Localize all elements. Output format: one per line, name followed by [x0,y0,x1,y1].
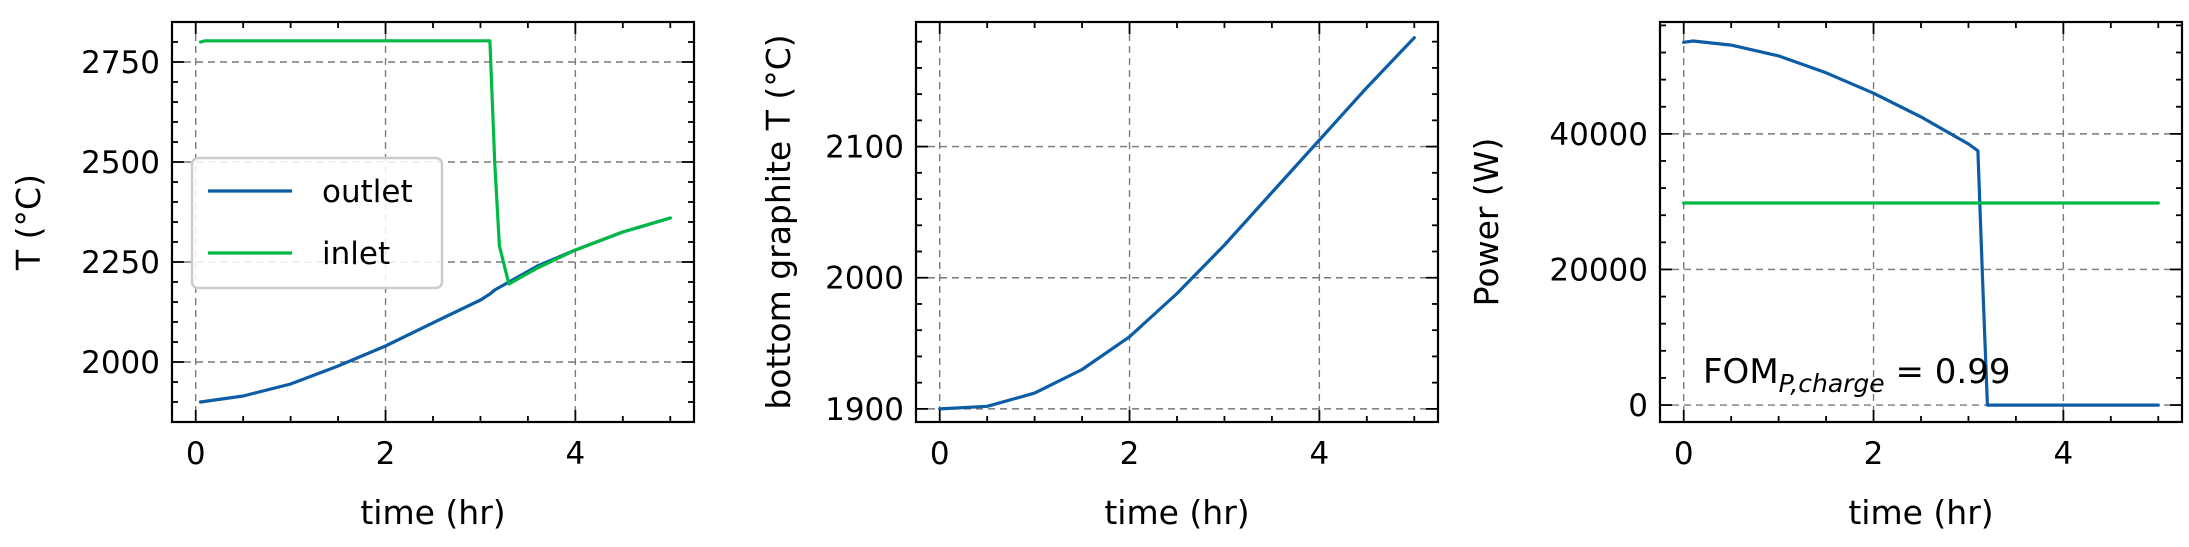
y-tick-label: 2000 [81,345,160,381]
fom-annotation: FOMP,charge = 0.99 [1703,352,2011,398]
y-tick-label: 0 [1628,388,1648,424]
chart-panel-3: 0 2 4 0 20000 40000 time (hr) Power (W) FOMP,cha… [1467,20,2184,532]
y-tick-label: 1900 [825,392,904,428]
x-axis-label: time (hr) [1104,493,1249,532]
x-tick-label: 0 [930,436,950,472]
chart-panel-2: 0 2 4 1900 2000 2100 time (hr) bottom graphite … [759,20,1440,532]
y-tick-label: 20000 [1549,252,1648,288]
y-tick-label: 2750 [81,45,160,81]
x-tick-label: 2 [376,436,396,472]
chart-panel-1: 0 2 4 2000 2250 2500 2750 time (hr) T (°C) outlet… [9,20,696,532]
x-tick-label: 2 [1864,436,1884,472]
x-tick-label: 2 [1120,436,1140,472]
series-line-outlet [938,36,1416,411]
legend: outlet inlet [190,156,444,290]
x-tick-label: 0 [1674,436,1694,472]
x-tick-label: 4 [1309,436,1329,472]
y-tick-label: 2500 [81,145,160,181]
y-axis-label: Power (W) [1467,138,1506,307]
y-axis-label: T (°C) [9,174,48,271]
y-tick-label: 2250 [81,245,160,281]
x-tick-label: 0 [186,436,206,472]
legend-label-inlet: inlet [322,236,390,272]
y-axis-label: bottom graphite T (°C) [759,34,798,409]
x-axis-label: time (hr) [1848,493,1993,532]
x-axis-label: time (hr) [360,493,505,532]
y-tick-label: 40000 [1549,117,1648,153]
y-tick-label: 2000 [825,261,904,297]
series-line-inlet [198,39,672,286]
plot-frame [914,20,1440,424]
x-tick-label: 4 [2053,436,2073,472]
x-tick-label: 4 [565,436,585,472]
series-line-outlet [1682,39,2160,407]
legend-label-outlet: outlet [322,174,413,210]
y-tick-label: 2100 [825,130,904,166]
